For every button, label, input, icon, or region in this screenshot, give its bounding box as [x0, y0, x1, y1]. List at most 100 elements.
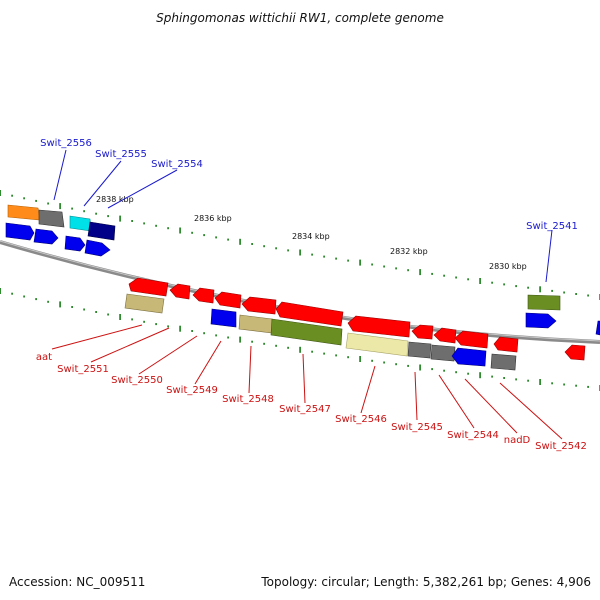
gene-blue-1[interactable] — [5, 222, 35, 241]
outer-tick — [527, 286, 529, 289]
gene-aat[interactable] — [128, 277, 169, 297]
inner-tick — [503, 377, 505, 379]
inner-tick — [491, 375, 493, 378]
tick-ring-outer — [0, 190, 600, 300]
label-swit-2550[interactable]: Swit_2550 — [111, 375, 163, 386]
inner-tick — [263, 342, 265, 345]
gene-blue-2[interactable] — [33, 228, 59, 245]
outer-tick — [479, 278, 481, 284]
label-swit-2545[interactable]: Swit_2545 — [391, 422, 443, 433]
gene-red-c[interactable] — [275, 301, 344, 327]
gene-gray-1[interactable] — [38, 209, 65, 228]
label-swit-2541[interactable]: Swit_2541 — [526, 221, 578, 232]
gene-red-b[interactable] — [241, 296, 277, 315]
inner-tick — [359, 356, 361, 362]
inner-tick — [287, 346, 289, 349]
outer-tick — [323, 255, 325, 258]
outer-tick — [443, 274, 445, 277]
gene-swit-2545[interactable] — [407, 341, 432, 359]
outer-tick — [359, 259, 361, 266]
label-swit-2555[interactable]: Swit_2555 — [95, 149, 147, 160]
scale-label-2836: 2836 kbp — [194, 214, 232, 223]
gene-swit-2546[interactable] — [345, 332, 409, 357]
inner-tick — [563, 383, 565, 386]
outer-tick — [167, 227, 169, 230]
outer-tick — [287, 249, 289, 252]
label-nadD[interactable]: nadD — [504, 435, 531, 446]
gene-blue-5[interactable] — [525, 312, 557, 329]
inner-tick — [0, 288, 1, 294]
label-swit-2556[interactable]: Swit_2556 — [40, 138, 92, 149]
gene-swit-2554[interactable] — [87, 221, 116, 241]
gene-swit-2555[interactable] — [69, 215, 92, 232]
scale-label-2830: 2830 kbp — [489, 262, 527, 271]
gene-swit-2549[interactable] — [192, 287, 215, 304]
gene-swit-2548-blue[interactable] — [210, 308, 237, 328]
inner-tick — [383, 361, 385, 364]
gene-swit-2551[interactable] — [124, 293, 165, 314]
label-swit-2546[interactable]: Swit_2546 — [335, 414, 387, 425]
gene-blue-6[interactable] — [595, 320, 600, 336]
outer-tick — [455, 276, 457, 279]
inner-tick — [311, 350, 313, 353]
gene-swit-2544[interactable] — [430, 344, 456, 362]
label-aat[interactable]: aat — [36, 352, 52, 363]
gene-swit-2541[interactable] — [527, 294, 561, 311]
inner-tick — [347, 356, 349, 359]
inner-tick — [515, 378, 517, 381]
inner-tick — [107, 313, 109, 316]
gene-blue-4[interactable] — [84, 239, 111, 257]
outer-tick — [563, 291, 565, 294]
label-swit-2547[interactable]: Swit_2547 — [279, 404, 331, 415]
gene-red-d[interactable] — [347, 315, 411, 338]
gene-red-i[interactable] — [564, 344, 586, 361]
outer-tick — [407, 269, 409, 272]
scale-label-2834: 2834 kbp — [292, 232, 330, 241]
label-swit-2551[interactable]: Swit_2551 — [57, 364, 109, 375]
inner-tick — [575, 384, 577, 387]
outer-tick — [239, 238, 241, 245]
outer-tick — [539, 286, 541, 293]
tick-ring-inner — [0, 288, 600, 391]
reverse-gene-labels: aat Swit_2551 Swit_2550 Swit_2549 Swit_2… — [36, 352, 587, 452]
inner-tick — [419, 364, 421, 371]
label-swit-2549[interactable]: Swit_2549 — [166, 385, 218, 396]
inner-tick — [395, 363, 397, 366]
gene-nadD[interactable] — [451, 347, 487, 367]
scale-label-2838: 2838 kbp — [96, 195, 134, 204]
label-swit-2542[interactable]: Swit_2542 — [535, 441, 587, 452]
outer-tick — [263, 245, 265, 248]
outer-tick — [11, 194, 13, 197]
gene-red-f[interactable] — [433, 327, 457, 344]
gene-swit-2542[interactable] — [490, 353, 517, 371]
inner-tick — [95, 311, 97, 313]
label-swit-2554[interactable]: Swit_2554 — [151, 159, 203, 170]
inner-tick — [155, 323, 157, 326]
inner-tick — [431, 368, 433, 371]
outer-tick — [503, 283, 505, 286]
gene-swit-2556[interactable] — [7, 204, 41, 221]
label-swit-2548[interactable]: Swit_2548 — [222, 394, 274, 405]
inner-tick — [143, 320, 145, 323]
gene-swit-2548[interactable] — [238, 314, 273, 334]
inner-tick — [167, 325, 169, 328]
gene-red-h[interactable] — [493, 336, 519, 353]
gene-swit-2550[interactable] — [169, 283, 191, 300]
inner-tick — [239, 336, 241, 343]
outer-tick — [227, 238, 229, 241]
forward-gene-labels: Swit_2556 Swit_2555 Swit_2554 Swit_2541 — [40, 138, 578, 232]
gene-swit-2547[interactable] — [270, 318, 343, 346]
outer-tick — [0, 190, 1, 196]
gene-red-a[interactable] — [214, 291, 242, 309]
gene-blue-3[interactable] — [64, 235, 86, 252]
inner-tick — [71, 306, 73, 308]
gene-red-e[interactable] — [411, 324, 434, 340]
inner-tick — [467, 372, 469, 375]
outer-tick — [311, 253, 313, 256]
outer-tick — [419, 269, 421, 276]
gene-red-g[interactable] — [454, 330, 489, 349]
label-swit-2544[interactable]: Swit_2544 — [447, 430, 499, 441]
outer-tick — [47, 202, 49, 205]
outer-tick — [515, 285, 517, 288]
inner-tick — [275, 344, 277, 347]
